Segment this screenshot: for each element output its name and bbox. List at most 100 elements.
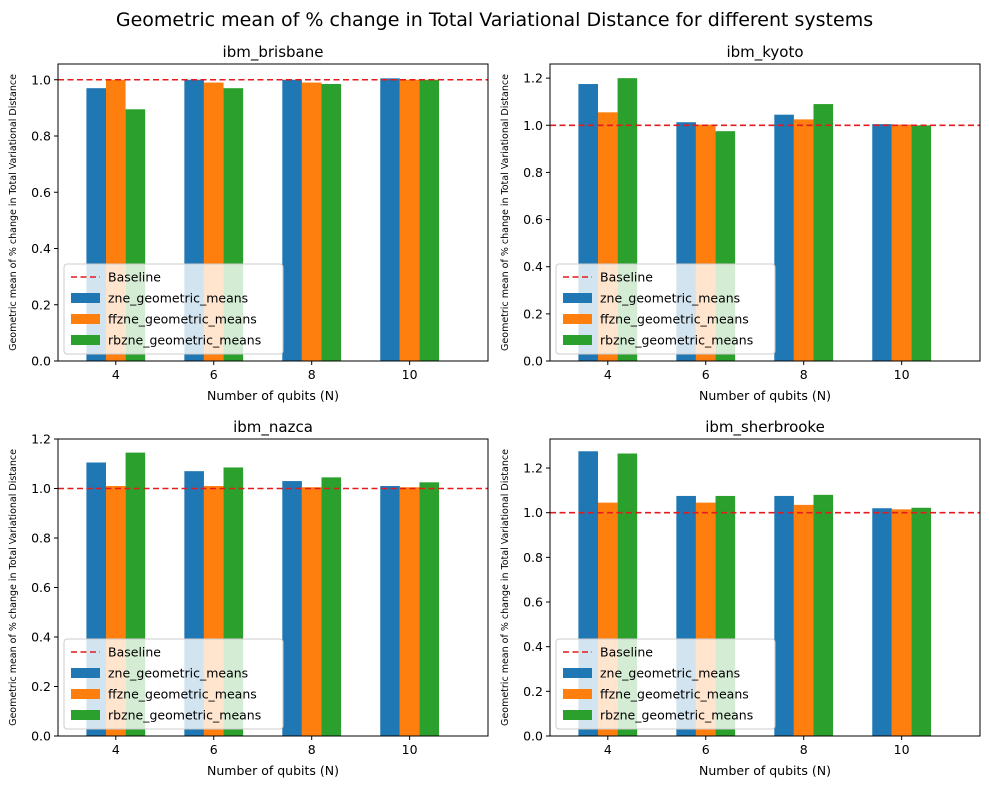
bar-zne_geometric_means-10 [872,124,892,361]
y-tick-label: 0.2 [523,684,543,699]
bar-rbzne_geometric_means-8 [813,494,834,736]
legend-label: rbzne_geometric_means [108,333,261,348]
chart-panel-ibm_kyoto: ibm_kyoto 0.0 0.2 0.4 0.6 0.8 1.0 1.2 4 6 8 10 Numbe… [500,43,981,403]
legend-label: ffzne_geometric_means [600,312,749,327]
y-tick-label: 1.0 [31,481,51,496]
legend-swatch-rbzne_geometric_means [563,335,592,345]
x-tick-label: 8 [800,367,808,382]
bar-ffzne_geometric_means-8 [301,82,322,361]
y-tick-label: 0.6 [523,595,543,610]
x-tick-label: 8 [308,367,316,382]
legend-swatch-zne_geometric_means [563,293,592,303]
y-tick-label: 0.8 [31,531,51,546]
y-tick-label: 0.4 [523,639,543,654]
x-tick-label: 6 [210,742,218,757]
legend-box [63,638,284,730]
legend: Baseline zne_geometric_means ffzne_geometr… [63,638,284,730]
x-tick-label: 10 [894,742,910,757]
legend-swatch-zne_geometric_means [563,668,592,678]
panel-title: ibm_kyoto [726,43,803,62]
y-tick-label: 0.0 [31,729,51,744]
y-tick-label: 1.2 [523,461,543,476]
x-tick-label: 10 [402,367,418,382]
bar-ffzne_geometric_means-10 [399,487,420,736]
bar-ffzne_geometric_means-10 [399,79,420,361]
legend-swatch-rbzne_geometric_means [71,710,100,720]
legend-swatch-zne_geometric_means [71,668,100,678]
x-tick-label: 10 [402,742,418,757]
y-tick-label: 1.0 [523,505,543,520]
legend-label: Baseline [108,645,161,660]
legend-swatch-ffzne_geometric_means [71,314,100,324]
legend-label: zne_geometric_means [600,666,740,681]
y-axis-label: Geometric mean of % change in Total Vari… [8,74,19,351]
bar-rbzne_geometric_means-10 [419,79,440,361]
legend-label: Baseline [600,645,653,660]
x-axis-label: Number of qubits (N) [699,388,831,403]
y-axis-label: Geometric mean of % change in Total Vari… [500,449,511,726]
legend-swatch-zne_geometric_means [71,293,100,303]
x-axis-label: Number of qubits (N) [207,763,339,778]
legend-swatch-ffzne_geometric_means [563,314,592,324]
bar-zne_geometric_means-10 [872,508,892,736]
y-tick-label: 0.6 [31,185,51,200]
legend-swatch-rbzne_geometric_means [563,710,592,720]
y-tick-label: 0.2 [31,297,51,312]
x-tick-label: 6 [702,742,710,757]
chart-panel-ibm_sherbrooke: ibm_sherbrooke 0.0 0.2 0.4 0.6 0.8 1.0 1.2 4 6 8 10… [500,418,981,778]
bar-zne_geometric_means-8 [774,114,794,361]
y-tick-label: 1.2 [523,71,543,86]
bar-ffzne_geometric_means-10 [891,509,912,736]
chart-panel-ibm_nazca: ibm_nazca 0.0 0.2 0.4 0.6 0.8 1.0 1.2 4 6 8 10 Numbe… [8,418,489,778]
bar-ffzne_geometric_means-8 [793,119,814,362]
legend-label: ffzne_geometric_means [108,312,257,327]
panel-title: ibm_sherbrooke [705,418,825,437]
y-tick-label: 0.4 [31,241,51,256]
legend-box [555,638,776,730]
legend-label: zne_geometric_means [600,291,740,306]
y-tick-label: 0.0 [31,354,51,369]
legend-label: rbzne_geometric_means [600,708,753,723]
x-axis-label: Number of qubits (N) [207,388,339,403]
bar-ffzne_geometric_means-8 [793,504,814,736]
y-tick-label: 1.0 [31,72,51,87]
legend: Baseline zne_geometric_means ffzne_geometr… [555,263,776,355]
bar-zne_geometric_means-10 [380,78,400,361]
legend: Baseline zne_geometric_means ffzne_geometr… [63,263,284,355]
y-tick-label: 0.0 [523,729,543,744]
chart-panel-ibm_brisbane: ibm_brisbane 0.0 0.2 0.4 0.6 0.8 1.0 4 6 8 10 Numbe… [8,43,489,403]
bar-rbzne_geometric_means-8 [321,477,342,736]
figure-title: Geometric mean of % change in Total Vari… [116,9,873,31]
panel-title: ibm_nazca [233,418,313,437]
legend-label: ffzne_geometric_means [600,687,749,702]
axes-frame [549,438,981,737]
legend-label: zne_geometric_means [108,291,248,306]
bar-ffzne_geometric_means-10 [891,124,912,361]
bar-rbzne_geometric_means-10 [911,125,932,362]
bar-rbzne_geometric_means-8 [321,83,342,361]
bar-zne_geometric_means-8 [282,79,302,361]
y-tick-label: 0.4 [31,630,51,645]
legend-swatch-ffzne_geometric_means [563,689,592,699]
legend: Baseline zne_geometric_means ffzne_geometr… [555,638,776,730]
bar-ffzne_geometric_means-8 [301,487,322,736]
legend-box [63,263,284,355]
y-axis-label: Geometric mean of % change in Total Vari… [500,74,511,351]
legend-swatch-ffzne_geometric_means [71,689,100,699]
legend-label: rbzne_geometric_means [108,708,261,723]
axes-frame [57,63,489,362]
y-tick-label: 0.8 [523,165,543,180]
legend-label: Baseline [108,270,161,285]
panel-title: ibm_brisbane [223,43,324,62]
legend-label: Baseline [600,270,653,285]
bar-zne_geometric_means-8 [774,495,794,736]
y-tick-label: 1.0 [523,118,543,133]
bar-rbzne_geometric_means-8 [813,104,834,362]
y-axis-label: Geometric mean of % change in Total Vari… [8,449,19,726]
x-tick-label: 8 [800,742,808,757]
y-tick-label: 0.8 [31,129,51,144]
y-tick-label: 0.8 [523,550,543,565]
y-tick-label: 0.0 [523,354,543,369]
bar-zne_geometric_means-8 [282,481,302,736]
